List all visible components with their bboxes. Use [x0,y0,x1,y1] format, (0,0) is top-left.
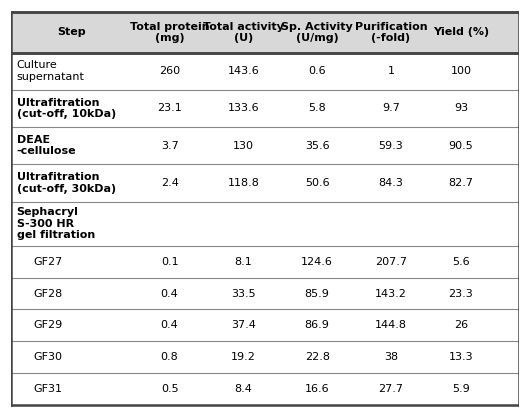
Text: 8.4: 8.4 [234,384,252,394]
Text: Sp. Activity
(U/mg): Sp. Activity (U/mg) [281,22,353,43]
Text: 5.9: 5.9 [452,384,470,394]
Text: Culture
supernatant: Culture supernatant [17,60,85,82]
Bar [11,278,519,309]
Text: 260: 260 [159,66,180,76]
Text: 9.7: 9.7 [382,103,400,113]
Text: 5.8: 5.8 [308,103,326,113]
Text: Purification
(-fold): Purification (-fold) [355,22,427,43]
Text: 86.9: 86.9 [305,320,330,330]
Text: 118.8: 118.8 [227,178,259,188]
Bar [11,246,519,278]
Text: 133.6: 133.6 [227,103,259,113]
Bar [11,13,519,53]
Text: 143.2: 143.2 [375,289,407,299]
Text: 93: 93 [454,103,468,113]
Text: 82.7: 82.7 [448,178,473,188]
Text: GF29: GF29 [33,320,63,330]
Text: 8.1: 8.1 [234,257,252,267]
Text: 85.9: 85.9 [305,289,330,299]
Bar [11,164,519,201]
Text: 0.4: 0.4 [161,320,179,330]
Bar [11,373,519,404]
Text: 3.7: 3.7 [161,141,179,151]
Text: 1: 1 [387,66,394,76]
Text: 100: 100 [450,66,471,76]
Text: 0.5: 0.5 [161,384,179,394]
Text: 16.6: 16.6 [305,384,330,394]
Text: GF30: GF30 [33,352,63,362]
Text: 23.3: 23.3 [448,289,473,299]
Text: 5.6: 5.6 [452,257,470,267]
Text: 50.6: 50.6 [305,178,330,188]
Bar [11,127,519,164]
Text: 0.8: 0.8 [161,352,179,362]
Text: 37.4: 37.4 [231,320,256,330]
Text: 2.4: 2.4 [161,178,179,188]
Text: 0.1: 0.1 [161,257,179,267]
Text: Step: Step [57,28,86,38]
Text: 144.8: 144.8 [375,320,407,330]
Text: 19.2: 19.2 [231,352,256,362]
Text: 0.4: 0.4 [161,289,179,299]
Bar [11,201,519,246]
Bar [11,90,519,127]
Text: 38: 38 [384,352,398,362]
Bar [11,53,519,90]
Text: 0.6: 0.6 [308,66,326,76]
Text: 13.3: 13.3 [448,352,473,362]
Text: Ultrafitration
(cut-off, 30kDa): Ultrafitration (cut-off, 30kDa) [17,172,116,193]
Text: 26: 26 [454,320,468,330]
Text: Ultrafitration
(cut-off, 10kDa): Ultrafitration (cut-off, 10kDa) [17,98,116,119]
Text: 35.6: 35.6 [305,141,330,151]
Bar [11,309,519,341]
Text: 27.7: 27.7 [378,384,403,394]
Text: 207.7: 207.7 [375,257,407,267]
Text: 143.6: 143.6 [227,66,259,76]
Bar [11,341,519,373]
Text: Total protein
(mg): Total protein (mg) [130,22,209,43]
Text: GF28: GF28 [33,289,63,299]
Text: 130: 130 [233,141,254,151]
Text: DEAE
-cellulose: DEAE -cellulose [17,135,76,156]
Text: 33.5: 33.5 [231,289,255,299]
Text: 90.5: 90.5 [448,141,473,151]
Text: GF27: GF27 [33,257,63,267]
Text: 124.6: 124.6 [301,257,333,267]
Text: Yield (%): Yield (%) [433,28,489,38]
Text: GF31: GF31 [33,384,63,394]
Text: 23.1: 23.1 [157,103,182,113]
Text: Total activity
(U): Total activity (U) [203,22,284,43]
Text: 22.8: 22.8 [305,352,330,362]
Text: Sephacryl
S-300 HR
gel filtration: Sephacryl S-300 HR gel filtration [17,207,95,240]
Text: 84.3: 84.3 [378,178,403,188]
Text: 59.3: 59.3 [378,141,403,151]
